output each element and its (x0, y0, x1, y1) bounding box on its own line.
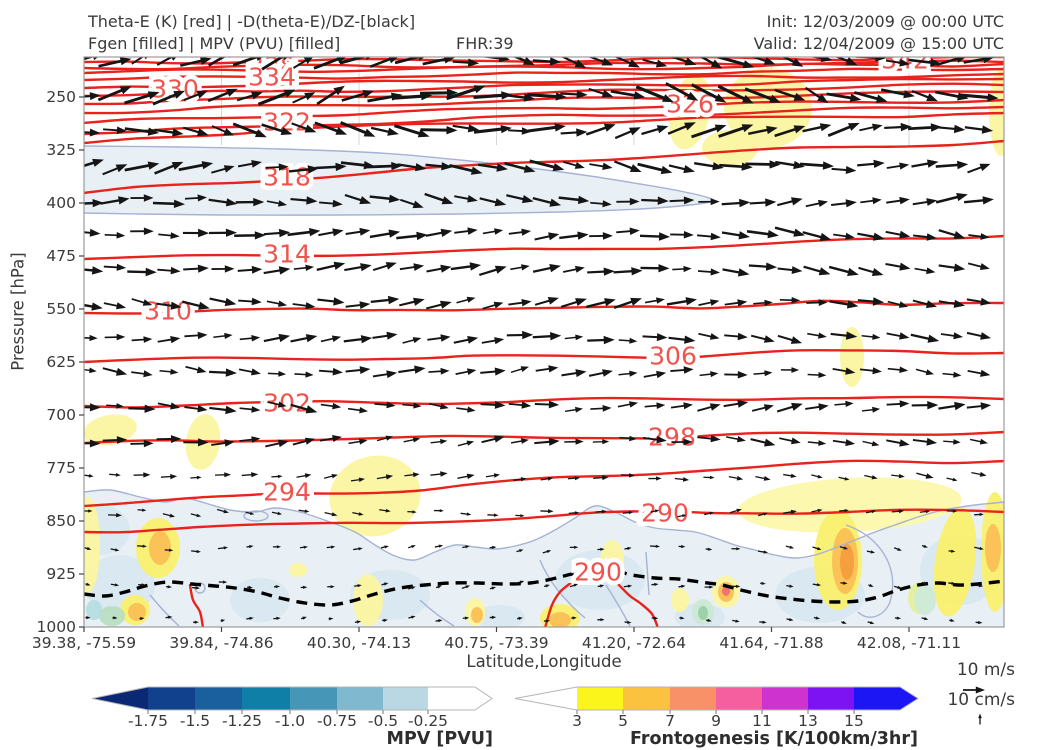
fgen-tick-15: 15 (844, 712, 864, 730)
title-line-1: Theta-E (K) [red] | -D(theta-E)/DZ-[blac… (88, 12, 416, 31)
plot-clip-group: 3423383343303263223183143103063022982942… (84, 57, 1004, 627)
location-tick-6: 42.08, -71.11 (856, 634, 962, 652)
pressure-tick-325: 325 (46, 141, 76, 159)
fgen-colorbar-label: Frontogenesis [K/100km/3hr] (630, 729, 918, 749)
y-axis-label: Pressure [hPa] (8, 252, 28, 371)
location-tick-5: 41.64, -71.88 (719, 634, 824, 652)
location-tick-3: 40.75, -73.39 (444, 634, 549, 652)
mpv-tick--1.75: -1.75 (127, 712, 169, 730)
mpv-tick--0.75: -0.75 (316, 712, 358, 730)
theta-e-contour-306 (84, 348, 1004, 364)
mpv-tick--0.25: -0.25 (407, 712, 449, 730)
pressure-tick-625: 625 (46, 353, 76, 371)
theta-e-contour-290 (188, 583, 205, 627)
theta-e-label-330: 330 (151, 75, 199, 104)
pressure-tick-775: 775 (46, 459, 76, 477)
wind-quiver-group (84, 57, 999, 625)
theta-e-contour-332 (84, 77, 1004, 98)
mpv-colorbar (91, 686, 493, 714)
mpv-fill-group (84, 146, 1004, 627)
fgen-tick-9: 9 (711, 712, 721, 730)
title-line-2: Fgen [filled] | MPV (PVU) [filled] (88, 34, 341, 53)
pressure-tick-925: 925 (46, 565, 76, 583)
theta-e-contour-334 (84, 72, 1004, 90)
mpv-tick--0.5: -0.5 (367, 712, 399, 730)
location-tick-1: 39.84, -74.86 (169, 634, 274, 652)
theta-e-contour-330 (84, 82, 1004, 106)
dtheta-dz-dashed-contour (84, 567, 1004, 607)
fgen-fill-group (84, 68, 1004, 627)
wind-speed-key-label: 10 m/s (956, 660, 1015, 680)
fgen-tick-7: 7 (665, 712, 675, 730)
pressure-tick-1000: 1000 (36, 618, 76, 636)
mpv-tick--1.25: -1.25 (221, 712, 263, 730)
mpv-colorbar-label: MPV [PVU] (386, 729, 493, 749)
forecast-hour-label: FHR:39 (456, 34, 514, 53)
theta-e-contour-labels: 3423383343303263223183143103063022982942… (140, 57, 934, 591)
theta-e-label-306: 306 (649, 342, 697, 371)
fgen-tick-11: 11 (752, 712, 772, 730)
theta-e-contour-326 (84, 98, 1004, 125)
theta-e-label-314: 314 (263, 240, 311, 269)
theta-e-contour-302 (84, 395, 1004, 409)
theta-e-contour-324 (84, 105, 1004, 136)
plot-border (83, 56, 1005, 628)
valid-time-label: Valid: 12/04/2009 @ 15:00 UTC (753, 34, 1004, 53)
x-axis-label: Latitude,Longitude (466, 652, 622, 671)
theta-e-label-294: 294 (263, 478, 311, 507)
fgen-tick-3: 3 (572, 712, 582, 730)
pressure-tick-850: 850 (46, 512, 76, 530)
mpv-tick--1.5: -1.5 (179, 712, 211, 730)
theta-e-label-290: 290 (574, 558, 622, 587)
init-time-label: Init: 12/03/2009 @ 00:00 UTC (766, 12, 1004, 31)
quiver-key-arrows (963, 686, 985, 725)
theta-e-label-334: 334 (248, 63, 296, 92)
theta-e-contour-294 (84, 459, 1004, 508)
pressure-tick-250: 250 (46, 88, 76, 106)
theta-e-contours-group (84, 57, 1004, 627)
theta-e-contour-336 (84, 67, 1004, 82)
location-tick-4: 41.20, -72.64 (581, 634, 687, 652)
fgen-colorbar (514, 686, 919, 714)
pressure-tick-700: 700 (46, 406, 76, 424)
location-tick-2: 40.30, -74.13 (306, 634, 412, 652)
theta-e-label-326: 326 (666, 90, 714, 119)
theta-e-label-298: 298 (648, 423, 696, 452)
fgen-tick-5: 5 (618, 712, 628, 730)
pressure-tick-550: 550 (46, 300, 76, 318)
theta-e-contour-322 (84, 111, 1004, 145)
theta-e-contour-328 (84, 90, 1004, 115)
theta-e-contour-290 (544, 580, 574, 627)
location-tick-0: 39.38, -75.59 (31, 634, 137, 652)
pressure-tick-400: 400 (46, 194, 76, 212)
theta-e-label-302: 302 (263, 389, 311, 418)
axis-tick-marks (79, 96, 910, 632)
mpv-outline-group (84, 145, 1004, 627)
omega-key-label: 10 cm/s (947, 690, 1015, 710)
pressure-tick-475: 475 (46, 247, 76, 265)
mpv-tick--1.0: -1.0 (274, 712, 306, 730)
theta-e-label-290: 290 (641, 499, 689, 528)
theta-e-label-310: 310 (144, 297, 192, 326)
theta-e-contour-290 (84, 508, 1004, 534)
fgen-tick-13: 13 (798, 712, 818, 730)
theta-e-contour-314 (84, 234, 1004, 261)
